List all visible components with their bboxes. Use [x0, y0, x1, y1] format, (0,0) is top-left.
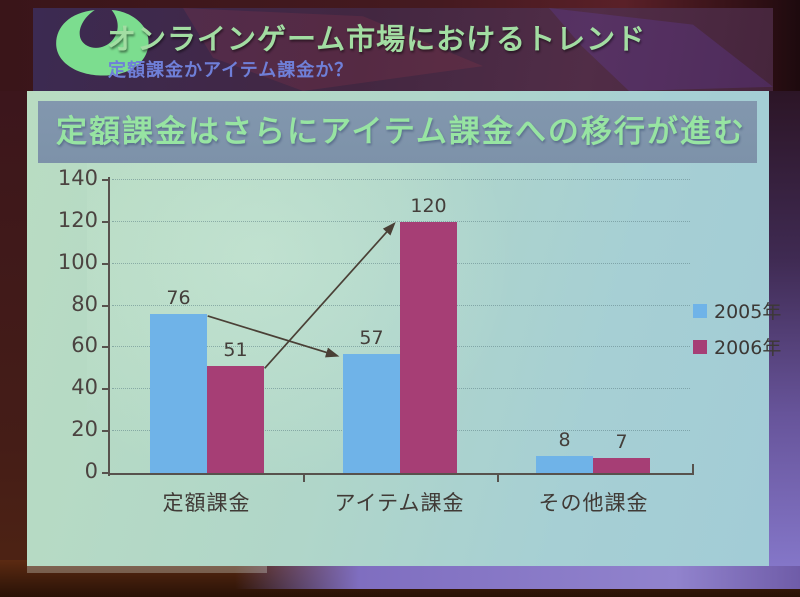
bar-value-label: 76 — [166, 287, 191, 309]
bar-2005年-その他課金 — [536, 456, 593, 473]
projection-edge-lip — [27, 566, 267, 573]
y-axis-label: 140 — [57, 166, 98, 190]
bar-value-label: 120 — [410, 195, 447, 217]
x-axis-line — [108, 473, 694, 475]
y-axis-tick — [102, 263, 110, 265]
x-axis-end-tick — [692, 464, 694, 475]
bar-2005年-アイテム課金 — [343, 354, 400, 473]
projection-edge-right — [769, 91, 800, 566]
category-label: その他課金 — [538, 491, 649, 515]
legend-label: 2005年 — [714, 301, 782, 323]
y-axis-label: 80 — [71, 292, 98, 316]
y-axis-label: 120 — [57, 208, 98, 232]
background-left — [0, 91, 27, 597]
legend-item: 2006年 — [693, 333, 800, 360]
x-axis-tick — [497, 475, 499, 482]
header-band — [33, 8, 773, 91]
bar-2006年-定額課金 — [207, 366, 264, 473]
y-axis-label: 60 — [71, 333, 98, 357]
y-axis-tick — [102, 179, 110, 181]
y-axis-tick — [102, 221, 110, 223]
legend: 2005年 2006年 — [693, 297, 800, 369]
slide-title: 定額課金はさらにアイテム課金への移行が進む — [56, 114, 746, 150]
y-axis-tick — [102, 346, 110, 348]
legend-item: 2005年 — [693, 297, 800, 324]
bar-2005年-定額課金 — [150, 314, 207, 473]
bar-value-label: 7 — [615, 431, 628, 453]
slide-title-band: 定額課金はさらにアイテム課金への移行が進む — [38, 101, 757, 163]
bar-value-label: 8 — [558, 429, 571, 451]
gridline — [112, 179, 690, 180]
gridline — [112, 221, 690, 222]
category-label: 定額課金 — [162, 491, 251, 515]
y-axis-label: 0 — [84, 459, 98, 483]
y-axis-tick — [102, 305, 110, 307]
x-axis-tick — [303, 475, 305, 482]
y-axis-label: 100 — [57, 250, 98, 274]
legend-swatch-icon — [693, 339, 707, 354]
category-label: アイテム課金 — [334, 491, 465, 515]
legend-label: 2006年 — [714, 337, 782, 359]
slide-panel: 定額課金はさらにアイテム課金への移行が進む 0 20 40 60 80 100 120 140… — [27, 91, 781, 566]
y-axis-label: 20 — [71, 417, 98, 441]
y-axis-tick — [102, 430, 110, 432]
presentation-subtitle: 定額課金かアイテム課金か？ — [108, 60, 354, 81]
bar-2006年-アイテム課金 — [400, 222, 457, 473]
y-axis-tick — [102, 472, 110, 474]
bar-value-label: 51 — [223, 339, 248, 361]
presentation-title: オンラインゲーム市場におけるトレンド — [107, 22, 647, 56]
projection-edge-band — [235, 562, 800, 589]
bar-2006年-その他課金 — [593, 458, 650, 473]
y-axis-label: 40 — [71, 375, 98, 399]
green-blob-logo-icon — [56, 10, 149, 76]
y-axis-tick — [102, 388, 110, 390]
legend-swatch-icon — [693, 303, 707, 318]
y-axis-line — [108, 177, 110, 476]
